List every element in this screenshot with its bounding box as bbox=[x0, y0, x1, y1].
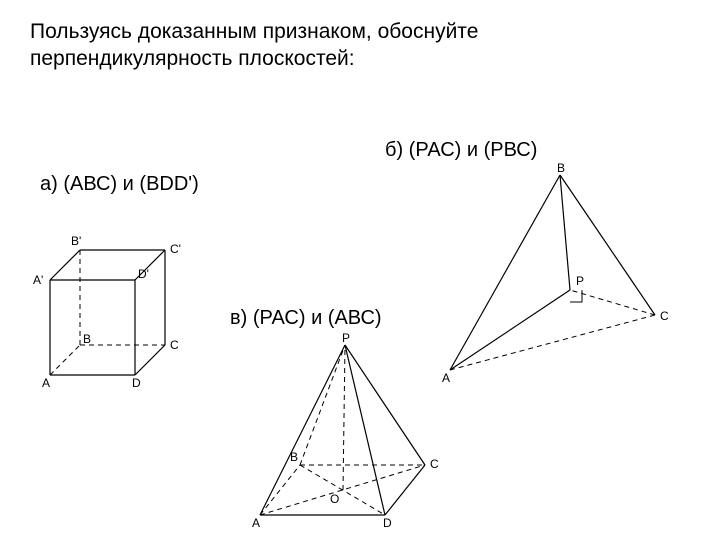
instruction-line2: перпендикулярность плоскостей: bbox=[30, 47, 355, 70]
pyr-label-P: P bbox=[342, 331, 350, 345]
cube-label-C1: C' bbox=[170, 242, 181, 256]
instruction-text: Пользуясь доказанным признаком, обоснуйт… bbox=[30, 18, 478, 73]
tetra-label-C: C bbox=[660, 309, 669, 323]
cube-label-C: C bbox=[170, 338, 179, 352]
item-a-label: а) (АВС) и (BDD') bbox=[40, 173, 199, 196]
pyramid-diagram: A D C B P O bbox=[225, 330, 465, 530]
instruction-line1: Пользуясь доказанным признаком, обоснуйт… bbox=[30, 20, 478, 43]
cube-label-A1: A' bbox=[33, 273, 43, 287]
tetra-label-P: P bbox=[576, 274, 584, 288]
tetra-label-B: B bbox=[557, 161, 565, 175]
cube-label-B: B bbox=[83, 332, 91, 346]
cube-label-D: D bbox=[132, 376, 141, 390]
cube-label-A: A bbox=[42, 376, 50, 390]
pyr-label-O: O bbox=[330, 492, 339, 506]
pyr-label-C: C bbox=[430, 457, 439, 471]
item-v-label: в) (РАС) и (АВС) bbox=[230, 307, 382, 330]
cube-diagram: A D C B A' D' C' B' bbox=[20, 215, 220, 395]
item-b-label: б) (РАС) и (РВС) bbox=[385, 139, 537, 162]
pyr-label-D: D bbox=[383, 516, 392, 530]
pyr-label-A: A bbox=[252, 516, 260, 530]
pyr-label-B: B bbox=[290, 450, 298, 464]
cube-label-D1: D' bbox=[138, 267, 149, 281]
cube-label-B1: B' bbox=[71, 234, 81, 248]
